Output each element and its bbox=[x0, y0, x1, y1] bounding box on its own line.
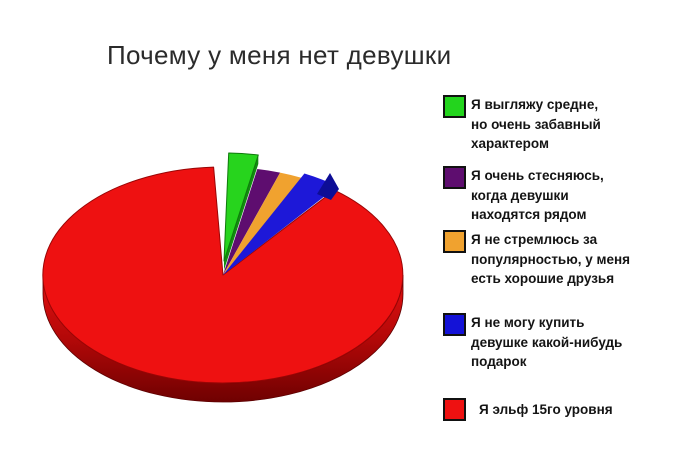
legend-item-purple: Я очень стесняюсь, когда девушки находят… bbox=[443, 166, 689, 225]
legend-item-blue: Я не могу купить девушке какой-нибудь по… bbox=[443, 313, 689, 372]
legend-swatch-purple bbox=[443, 166, 466, 189]
legend-swatch-blue bbox=[443, 313, 466, 336]
legend-item-orange: Я не стремлюсь за популярностью, у меня … bbox=[443, 230, 689, 289]
legend-swatch-red bbox=[443, 398, 466, 421]
chart-title: Почему у меня нет девушки bbox=[107, 40, 452, 70]
pie-slice-red bbox=[42, 166, 404, 384]
legend-item-red: Я эльф 15го уровня bbox=[443, 398, 697, 421]
pie-slice-orange bbox=[223, 172, 303, 275]
legend-label-red: Я эльф 15го уровня bbox=[479, 402, 613, 417]
legend-label-green: Я выгляжу средне, но очень забавный хара… bbox=[471, 97, 601, 151]
legend-swatch-orange bbox=[443, 230, 466, 253]
pie-slice-green bbox=[223, 152, 259, 262]
legend-swatch-green bbox=[443, 95, 466, 118]
pie-slice-green-wall bbox=[224, 155, 259, 270]
legend-label-blue: Я не могу купить девушке какой-нибудь по… bbox=[471, 315, 623, 369]
legend-item-green: Я выгляжу средне, но очень забавный хара… bbox=[443, 95, 689, 154]
pie-slice-purple bbox=[223, 169, 281, 275]
pie-slice-blue-wall bbox=[317, 173, 339, 200]
legend-label-orange: Я не стремлюсь за популярностью, у меня … bbox=[471, 232, 631, 286]
pie-slice-blue bbox=[223, 173, 338, 275]
legend-label-purple: Я очень стесняюсь, когда девушки находят… bbox=[471, 168, 604, 222]
